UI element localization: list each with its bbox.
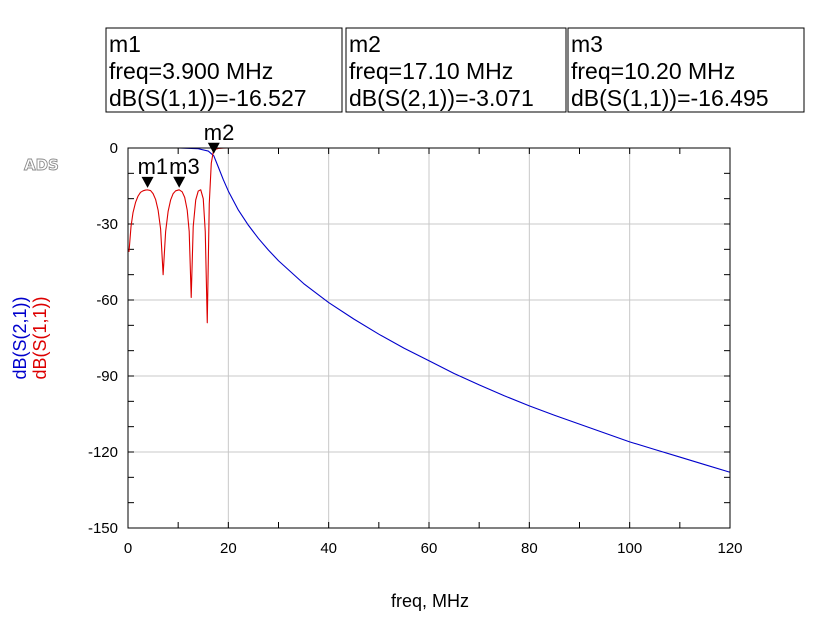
y-tick-label: -90: [96, 368, 118, 385]
x-tick-label: 80: [521, 540, 538, 557]
marker-box-m2-value: dB(S(2,1))=-3.071: [349, 85, 534, 111]
x-tick-label: 20: [220, 540, 237, 557]
y-tick-label: -30: [96, 216, 118, 233]
series-line-s21: [128, 147, 731, 473]
marker-m2-triangle[interactable]: [207, 142, 220, 154]
marker-box-m2[interactable]: m2 freq=17.10 MHz dB(S(2,1))=-3.071: [345, 27, 567, 113]
marker-box-m3-freq: freq=10.20 MHz: [571, 58, 735, 84]
marker-box-m3-value: dB(S(1,1))=-16.495: [571, 85, 769, 111]
x-tick-label: 120: [717, 540, 742, 557]
marker-m1-triangle[interactable]: [141, 176, 154, 188]
marker-m3-label: m3: [169, 154, 200, 179]
y-axis-label-s11: dB(S(1,1)): [30, 296, 50, 379]
tick-labels: 0 20 40 60 80 100 120 0 -30 -60 -90 -120 -150: [88, 140, 743, 557]
y-tick-label: -150: [88, 520, 118, 537]
y-tick-label: 0: [110, 140, 118, 157]
marker-box-m3-name: m3: [571, 31, 603, 57]
x-tick-label: 100: [617, 540, 642, 557]
ads-watermark: ADS: [24, 156, 59, 174]
marker-box-m2-name: m2: [349, 31, 381, 57]
x-tick-label: 0: [124, 540, 132, 557]
plot-border: [127, 147, 731, 529]
grid: [128, 148, 730, 528]
marker-m1-label: m1: [138, 154, 169, 179]
marker-m3-triangle[interactable]: [173, 176, 186, 188]
x-tick-label: 60: [421, 540, 438, 557]
plot-frame: [127, 147, 731, 529]
marker-box-m1-value: dB(S(1,1))=-16.527: [109, 85, 307, 111]
marker-box-m1-name: m1: [109, 31, 141, 57]
y-tick-label: -120: [88, 444, 118, 461]
y-axis-label-s21: dB(S(2,1)): [10, 296, 30, 379]
marker-box-m1[interactable]: m1 freq=3.900 MHz dB(S(1,1))=-16.527: [105, 27, 343, 113]
marker-box-m2-freq: freq=17.10 MHz: [349, 58, 513, 84]
marker-box-m3[interactable]: m3 freq=10.20 MHz dB(S(1,1))=-16.495: [567, 27, 805, 113]
y-tick-label: -60: [96, 292, 118, 309]
marker-m2-label: m2: [204, 120, 235, 145]
x-tick-label: 40: [320, 540, 337, 557]
x-axis-label: freq, MHz: [391, 591, 469, 611]
marker-box-m1-freq: freq=3.900 MHz: [109, 58, 273, 84]
